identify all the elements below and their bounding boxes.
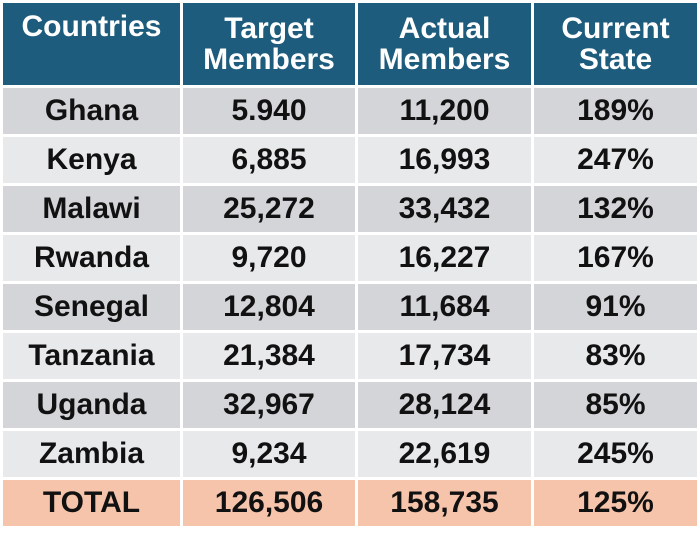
table-header-row: Countries Target Members Actual Members …	[3, 3, 697, 88]
table-row: Tanzania 21,384 17,734 83%	[3, 333, 697, 382]
target-cell: 12,804	[183, 284, 358, 333]
country-cell: Kenya	[3, 137, 183, 186]
state-cell: 83%	[534, 333, 697, 382]
country-cell: Uganda	[3, 382, 183, 431]
actual-cell: 22,619	[358, 431, 534, 480]
target-cell: 9,234	[183, 431, 358, 480]
actual-cell: 16,227	[358, 235, 534, 284]
state-cell: 85%	[534, 382, 697, 431]
actual-cell: 11,684	[358, 284, 534, 333]
members-table: Countries Target Members Actual Members …	[3, 3, 697, 529]
table-row: Malawi 25,272 33,432 132%	[3, 186, 697, 235]
table-total-row: TOTAL 126,506 158,735 125%	[3, 480, 697, 529]
header-state-line1: Current	[561, 11, 670, 45]
state-cell: 91%	[534, 284, 697, 333]
actual-cell: 16,993	[358, 137, 534, 186]
target-cell: 6,885	[183, 137, 358, 186]
state-cell: 167%	[534, 235, 697, 284]
header-actual-members: Actual Members	[358, 3, 534, 88]
target-cell: 25,272	[183, 186, 358, 235]
total-label: TOTAL	[3, 480, 183, 529]
header-current-state: Current State	[534, 3, 697, 88]
table-row: Senegal 12,804 11,684 91%	[3, 284, 697, 333]
actual-cell: 33,432	[358, 186, 534, 235]
header-target-line2: Members	[203, 43, 335, 76]
country-cell: Tanzania	[3, 333, 183, 382]
actual-cell: 11,200	[358, 88, 534, 137]
header-target-members: Target Members	[183, 3, 358, 88]
table-row: Kenya 6,885 16,993 247%	[3, 137, 697, 186]
target-cell: 9,720	[183, 235, 358, 284]
state-cell: 132%	[534, 186, 697, 235]
header-countries-line1: Countries	[21, 10, 162, 43]
total-actual: 158,735	[358, 480, 534, 529]
state-cell: 247%	[534, 137, 697, 186]
total-state: 125%	[534, 480, 697, 529]
target-cell: 32,967	[183, 382, 358, 431]
header-target-line1: Target	[224, 11, 314, 45]
header-countries: Countries	[3, 3, 183, 88]
country-cell: Malawi	[3, 186, 183, 235]
table-row: Uganda 32,967 28,124 85%	[3, 382, 697, 431]
target-cell: 5.940	[183, 88, 358, 137]
header-actual-line2: Members	[378, 43, 511, 76]
actual-cell: 17,734	[358, 333, 534, 382]
target-cell: 21,384	[183, 333, 358, 382]
country-cell: Zambia	[3, 431, 183, 480]
header-actual-line1: Actual	[398, 11, 491, 45]
country-cell: Senegal	[3, 284, 183, 333]
table-row: Zambia 9,234 22,619 245%	[3, 431, 697, 480]
state-cell: 189%	[534, 88, 697, 137]
country-cell: Rwanda	[3, 235, 183, 284]
table-row: Ghana 5.940 11,200 189%	[3, 88, 697, 137]
state-cell: 245%	[534, 431, 697, 480]
actual-cell: 28,124	[358, 382, 534, 431]
header-state-line2: State	[578, 43, 653, 76]
total-target: 126,506	[183, 480, 358, 529]
table-row: Rwanda 9,720 16,227 167%	[3, 235, 697, 284]
country-cell: Ghana	[3, 88, 183, 137]
